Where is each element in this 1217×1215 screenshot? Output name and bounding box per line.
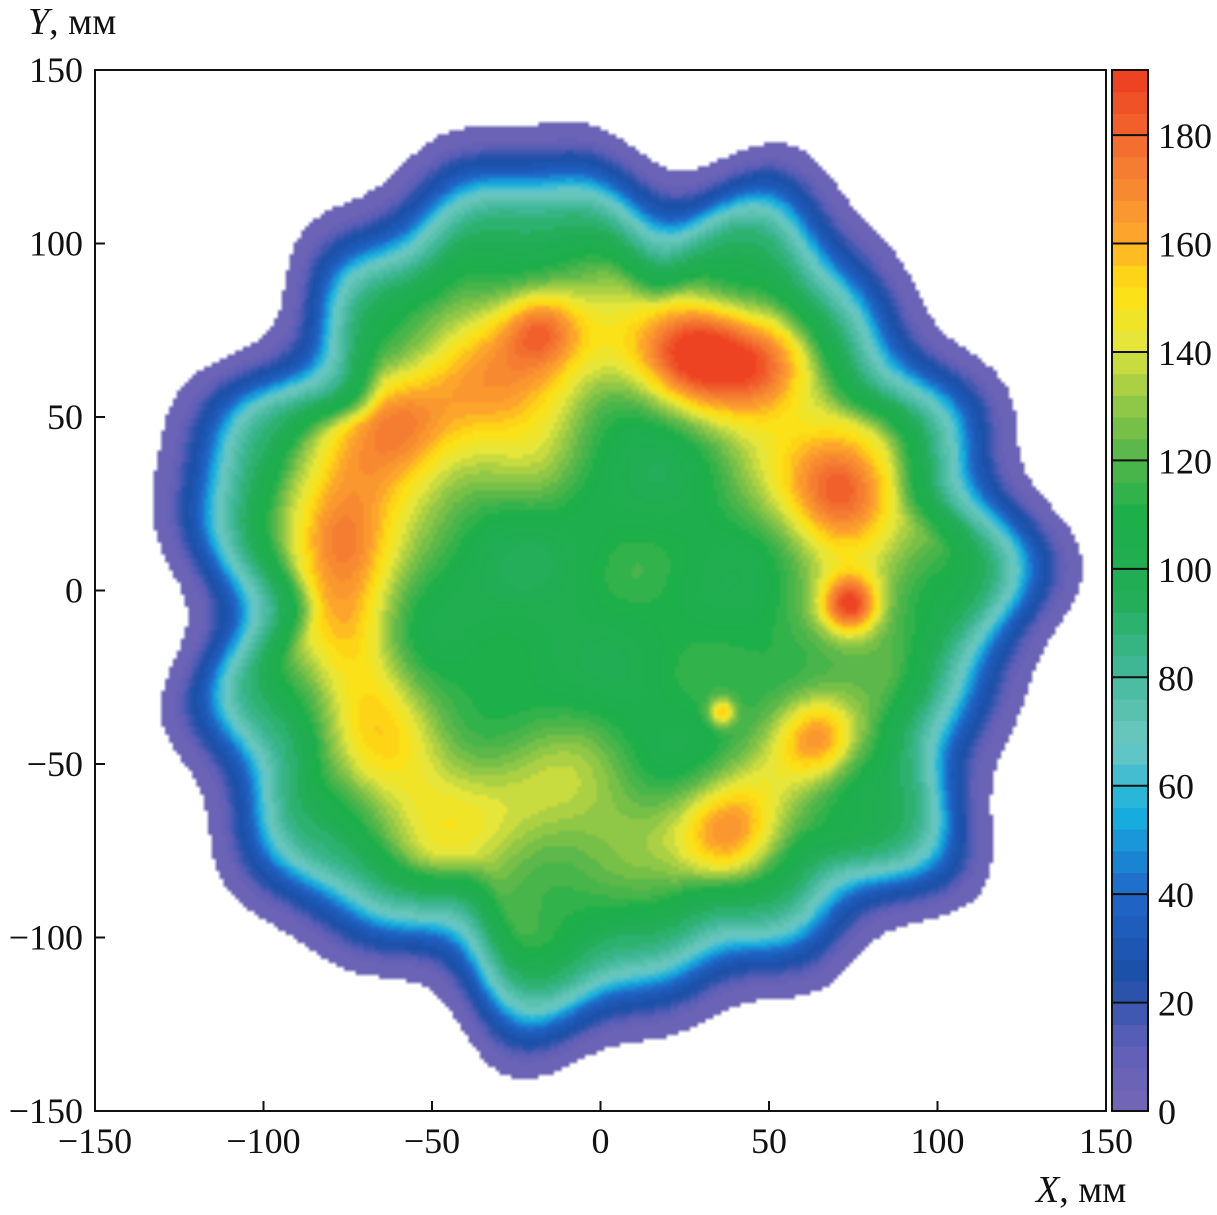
x-tick-label: 0 [592,1121,610,1161]
colorbar-band [1112,460,1148,483]
x-tick-label: −50 [404,1121,460,1161]
colorbar-band [1112,417,1148,440]
colorbar-band [1112,286,1148,310]
colorbar-band [1112,351,1148,375]
colorbar-band [1112,590,1148,613]
x-tick-label: 100 [911,1121,965,1161]
colorbar-band [1112,438,1148,461]
colorbar-tick-label: 160 [1158,225,1212,265]
y-tick-label: 50 [47,397,83,437]
colorbar-tick-label: 80 [1158,658,1194,698]
colorbar-band [1112,915,1148,939]
colorbar-band [1112,764,1148,787]
colorbar-band [1112,894,1148,917]
colorbar: 0 20 40 60 80 100 120 140 160 180 [1111,69,1212,1132]
colorbar-band [1112,872,1148,895]
y-tick-label: 0 [65,571,83,611]
y-axis-ticks: −150 −100 −50 0 50 100 150 [9,50,105,1131]
colorbar-band [1112,959,1148,982]
y-tick-label: −50 [27,744,83,784]
y-tick-label: −100 [9,918,83,958]
heatmap-image [95,70,1106,1111]
colorbar-band [1112,568,1148,592]
colorbar-band [1112,265,1148,288]
colorbar-tick-label: 20 [1158,984,1194,1024]
colorbar-band [1112,1067,1148,1090]
colorbar-band [1112,937,1148,960]
x-axis-variable: X [1034,1169,1061,1211]
colorbar-band [1112,395,1148,418]
colorbar-tick-label: 140 [1158,333,1212,373]
colorbar-band [1112,1002,1148,1025]
colorbar-band [1112,156,1148,180]
x-tick-label: 50 [751,1121,787,1161]
colorbar-band [1112,547,1148,570]
y-tick-label: 150 [29,50,83,90]
colorbar-band [1112,525,1148,548]
colorbar-band [1112,1089,1148,1112]
colorbar-band [1112,850,1148,874]
y-axis-label: Y, мм [28,1,116,43]
colorbar-band [1112,980,1148,1004]
colorbar-band [1112,178,1148,201]
colorbar-band [1112,612,1148,635]
colorbar-band [1112,633,1148,657]
colorbar-band [1112,482,1148,505]
x-axis-ticks: −150 −100 −50 0 50 100 150 [58,1101,1133,1161]
colorbar-band [1112,91,1148,114]
colorbar-band [1112,698,1148,722]
y-axis-unit: , мм [49,1,116,43]
colorbar-band [1112,1024,1148,1047]
colorbar-band [1112,655,1148,678]
colorbar-bands [1112,70,1148,1112]
heatmap-layer [95,70,1106,1111]
x-axis-label: X, мм [1034,1169,1126,1211]
colorbar-band [1112,308,1148,331]
x-axis-unit: , мм [1059,1169,1126,1211]
colorbar-band [1112,113,1148,136]
y-tick-label: −150 [9,1091,83,1131]
colorbar-band [1112,70,1148,93]
colorbar-band [1112,785,1148,808]
colorbar-band [1112,330,1148,353]
colorbar-band [1112,677,1148,700]
colorbar-tick-label: 0 [1158,1092,1176,1132]
colorbar-band [1112,200,1148,223]
colorbar-tick-label: 180 [1158,116,1212,156]
colorbar-tick-label: 40 [1158,875,1194,915]
colorbar-ticks: 0 20 40 60 80 100 120 140 160 180 [1112,116,1212,1132]
colorbar-band [1112,503,1148,527]
y-axis-variable: Y [28,1,53,43]
x-tick-label: −100 [226,1121,300,1161]
colorbar-band [1112,720,1148,743]
colorbar-band [1112,243,1148,266]
colorbar-band [1112,829,1148,852]
colorbar-band [1112,742,1148,765]
colorbar-band [1112,135,1148,158]
colorbar-tick-label: 100 [1158,550,1212,590]
colorbar-tick-label: 120 [1158,441,1212,481]
y-tick-label: 100 [29,224,83,264]
x-tick-label: 150 [1079,1121,1133,1161]
colorbar-band [1112,221,1148,245]
colorbar-band [1112,373,1148,396]
colorbar-tick-label: 60 [1158,767,1194,807]
colorbar-band [1112,1045,1148,1069]
x-tick-label: −150 [58,1121,132,1161]
colorbar-band [1112,807,1148,830]
